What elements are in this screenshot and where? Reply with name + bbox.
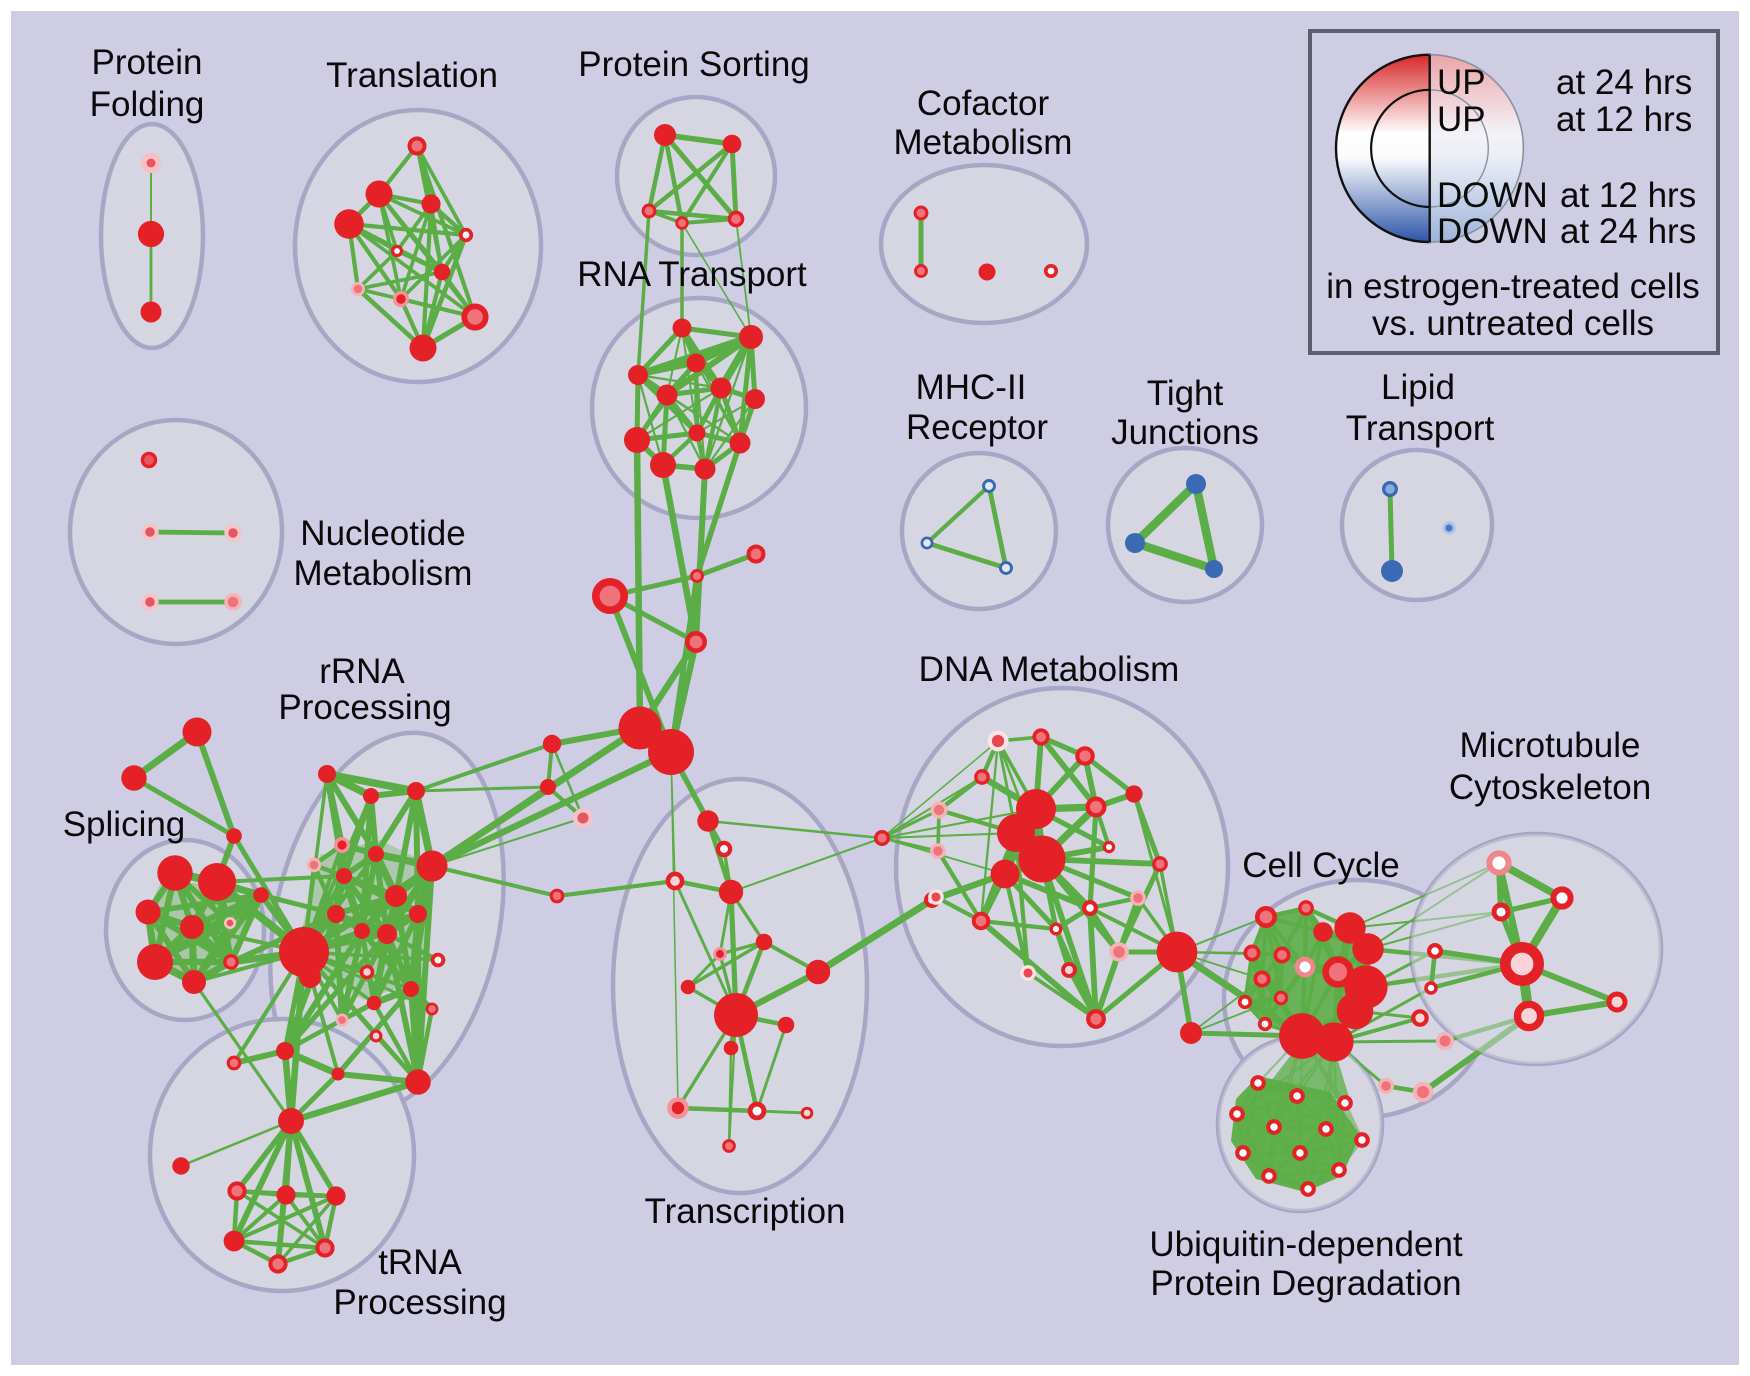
svg-text:Tight: Tight xyxy=(1147,374,1224,413)
svg-text:in estrogen-treated cells: in estrogen-treated cells xyxy=(1326,267,1700,306)
svg-text:UP: UP xyxy=(1437,100,1486,139)
svg-text:tRNA: tRNA xyxy=(378,1243,462,1282)
svg-text:Protein Degradation: Protein Degradation xyxy=(1150,1264,1461,1303)
svg-text:at 12 hrs: at 12 hrs xyxy=(1556,100,1692,139)
svg-text:MHC-II: MHC-II xyxy=(916,368,1027,407)
svg-text:Metabolism: Metabolism xyxy=(894,123,1073,162)
svg-text:Nucleotide: Nucleotide xyxy=(300,514,465,553)
svg-text:Splicing: Splicing xyxy=(63,805,186,844)
svg-text:Folding: Folding xyxy=(90,85,205,124)
svg-text:Protein: Protein xyxy=(92,43,203,82)
svg-text:Cell Cycle: Cell Cycle xyxy=(1242,846,1400,885)
svg-text:Translation: Translation xyxy=(326,56,498,95)
svg-text:Transport: Transport xyxy=(1346,409,1495,448)
svg-text:rRNA: rRNA xyxy=(319,652,405,691)
svg-text:Transcription: Transcription xyxy=(645,1192,846,1231)
svg-text:Microtubule: Microtubule xyxy=(1460,726,1641,765)
svg-text:Cytoskeleton: Cytoskeleton xyxy=(1449,768,1651,807)
svg-text:DNA Metabolism: DNA Metabolism xyxy=(919,650,1180,689)
svg-text:Lipid: Lipid xyxy=(1381,368,1455,407)
svg-text:UP: UP xyxy=(1437,63,1486,102)
svg-text:DOWN: DOWN xyxy=(1437,176,1548,215)
svg-text:Processing: Processing xyxy=(333,1283,506,1322)
svg-text:Receptor: Receptor xyxy=(906,408,1048,447)
svg-text:Junctions: Junctions xyxy=(1111,413,1259,452)
svg-text:Protein Sorting: Protein Sorting xyxy=(578,45,810,84)
svg-text:at 24 hrs: at 24 hrs xyxy=(1556,63,1692,102)
svg-text:Metabolism: Metabolism xyxy=(294,554,473,593)
svg-text:Ubiquitin-dependent: Ubiquitin-dependent xyxy=(1149,1225,1463,1264)
svg-text:vs. untreated cells: vs. untreated cells xyxy=(1372,304,1654,343)
svg-text:at 24 hrs: at 24 hrs xyxy=(1560,212,1696,251)
svg-text:RNA Transport: RNA Transport xyxy=(577,255,807,294)
svg-text:DOWN: DOWN xyxy=(1437,212,1548,251)
svg-text:Cofactor: Cofactor xyxy=(917,84,1050,123)
svg-text:Processing: Processing xyxy=(278,688,451,727)
svg-text:at 12 hrs: at 12 hrs xyxy=(1560,176,1696,215)
